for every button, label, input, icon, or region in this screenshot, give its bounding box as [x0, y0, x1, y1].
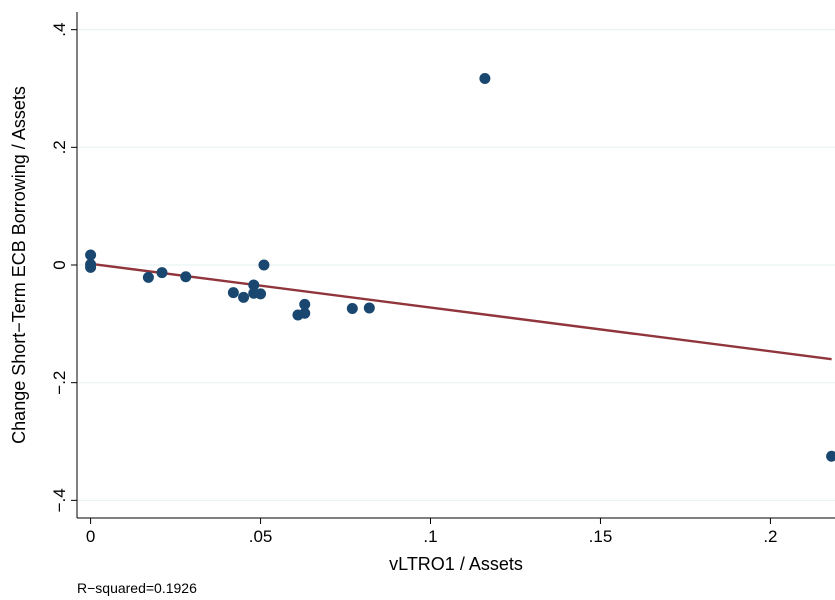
grid-lines: [77, 29, 835, 501]
y-tick-label-4: .4: [50, 23, 69, 37]
x-tick-label-2: .1: [423, 527, 437, 546]
scatter-point-6: [227, 287, 239, 299]
y-axis-title: Change Short−Term ECB Borrowing / Assets: [9, 86, 29, 444]
scatter-point-3: [142, 271, 154, 283]
fit-line-series: [90, 262, 832, 361]
y-tick-label-1: −.2: [50, 371, 69, 395]
x-tick-label-0: 0: [86, 527, 95, 546]
scatter-point-0: [85, 249, 97, 261]
scatter-point-10: [255, 288, 267, 300]
y-tick-label-2: 0: [50, 260, 69, 269]
x-axis-title: vLTRO1 / Assets: [389, 554, 523, 574]
scatter-point-4: [156, 267, 168, 279]
scatter-point-7: [238, 291, 250, 303]
scatter-point-17: [479, 72, 491, 84]
scatter-point-14: [299, 298, 311, 310]
x-tick-label-4: .2: [763, 527, 777, 546]
scatter-point-15: [346, 303, 358, 315]
x-tick-label-3: .15: [589, 527, 613, 546]
scatter-point-16: [363, 302, 375, 314]
x-axis-ticks: 0 .05 .1 .15 .2: [86, 518, 778, 546]
scatter-point-8: [248, 279, 260, 291]
scatter-point-11: [258, 259, 270, 271]
scatter-point-18: [826, 450, 835, 462]
fit-line: [90, 262, 832, 361]
y-tick-label-0: −.4: [50, 488, 69, 512]
scatter-point-5: [180, 271, 192, 283]
scatter-point-13: [299, 307, 311, 319]
r-squared-note: R−squared=0.1926: [77, 580, 197, 596]
x-tick-label-1: .05: [249, 527, 273, 546]
y-tick-label-3: .2: [50, 140, 69, 154]
scatter-points: [85, 72, 835, 462]
y-axis-ticks: −.4 −.2 0 .2 .4: [50, 23, 77, 512]
scatter-point-2: [85, 261, 97, 273]
